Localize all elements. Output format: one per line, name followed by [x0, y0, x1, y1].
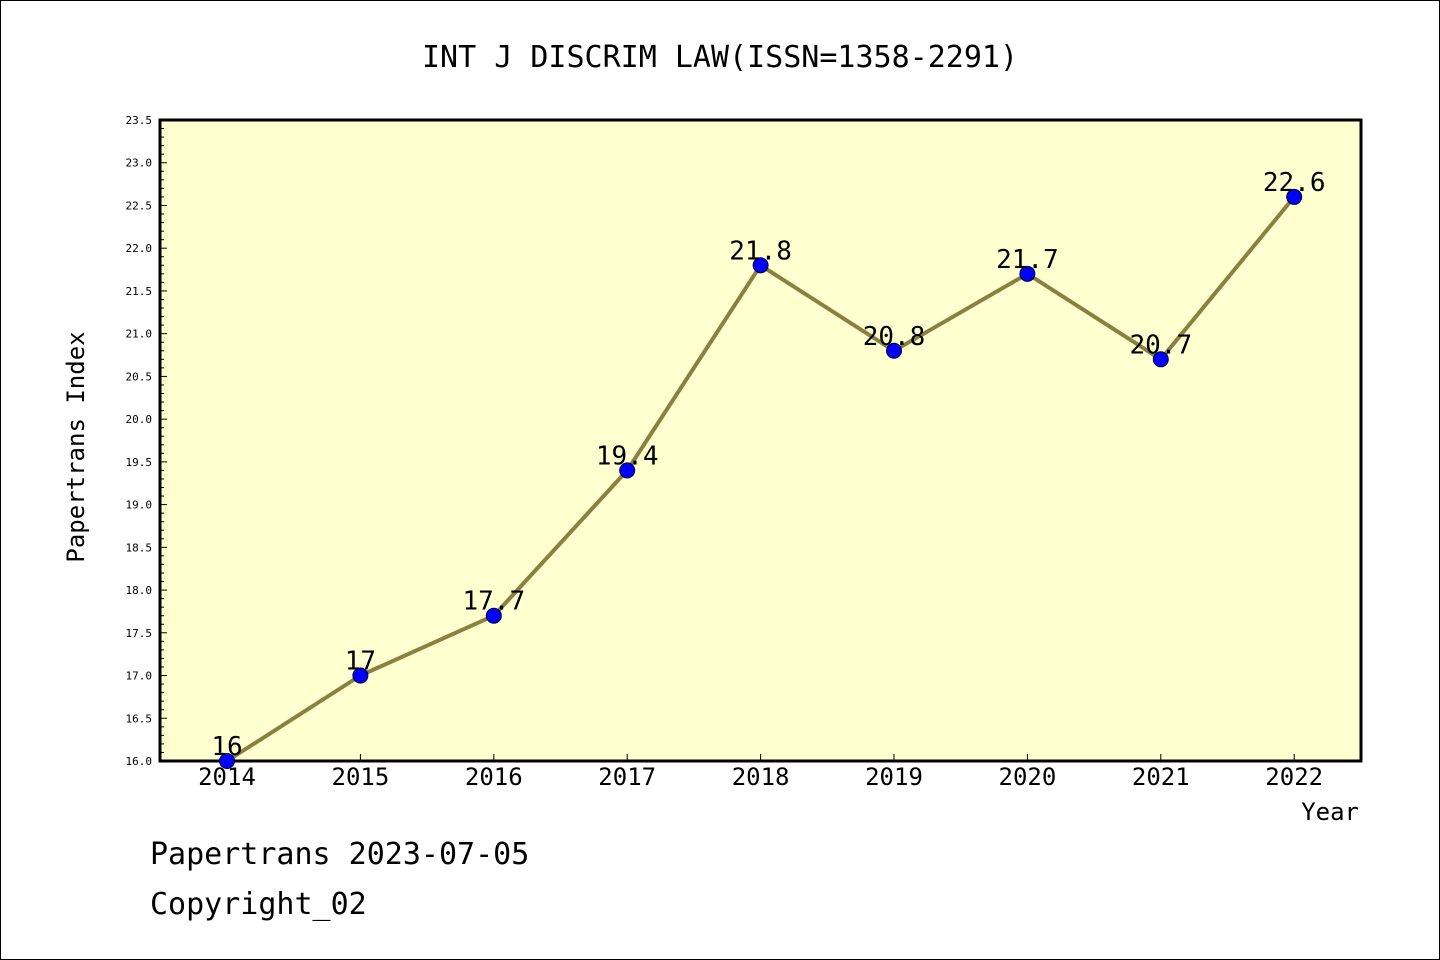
y-tick-label: 17.5 [126, 627, 153, 640]
footer-date: Papertrans 2023-07-05 [150, 837, 529, 872]
y-tick-label: 18.5 [126, 541, 153, 554]
data-point [752, 257, 769, 274]
x-axis: 2014 2015 2016 2017 2018 2019 2020 2021 2022 [198, 754, 1323, 791]
x-tick-label: 2018 [732, 763, 790, 791]
data-point [1286, 188, 1303, 205]
y-tick-label: 21.5 [126, 285, 153, 298]
y-tick-label: 23.0 [126, 157, 153, 170]
y-tick-label: 17.0 [126, 670, 153, 683]
data-label: 16 [211, 732, 242, 762]
data-point [1019, 265, 1036, 282]
x-tick-label: 2017 [598, 763, 656, 791]
data-points [219, 188, 1303, 769]
data-label: 21.7 [996, 245, 1059, 275]
data-point [886, 342, 902, 359]
x-tick-label: 2021 [1132, 763, 1190, 791]
chart-title: INT J DISCRIM LAW(ISSN=1358-2291) [422, 40, 1018, 75]
data-point [219, 753, 235, 769]
data-point [485, 607, 502, 624]
data-label: 20.7 [1129, 330, 1192, 360]
y-tick-label: 20.5 [126, 370, 153, 383]
data-label: 17 [345, 647, 376, 677]
y-tick-label: 22.0 [126, 242, 153, 255]
x-axis-label: Year [1301, 798, 1359, 826]
y-tick-label: 23.5 [126, 114, 153, 127]
y-tick-label: 18.0 [126, 584, 153, 597]
data-label: 20.8 [863, 322, 926, 352]
data-point [619, 462, 636, 479]
x-tick-label: 2020 [999, 763, 1057, 791]
y-tick-label: 19.0 [126, 499, 153, 512]
footer-copyright: Copyright_02 [150, 887, 367, 922]
data-label: 21.8 [729, 236, 792, 266]
y-axis: 16.0 16.5 17.0 17.5 18.0 18.5 19.0 19.5 20.0 20.5… [126, 114, 167, 768]
x-tick-label: 2015 [332, 763, 390, 791]
y-tick-label: 21.0 [126, 328, 153, 341]
data-point [1152, 351, 1169, 368]
x-tick-label: 2016 [465, 763, 523, 791]
x-tick-label: 2019 [865, 763, 923, 791]
y-tick-label: 20.0 [126, 413, 153, 426]
data-label: 17.7 [462, 587, 525, 617]
y-axis-label: Papertrans Index [62, 331, 90, 562]
y-tick-label: 19.5 [126, 456, 153, 469]
y-tick-label: 22.5 [126, 199, 153, 212]
data-labels: 16 17 17.7 19.4 21.8 20.8 21.7 20.7 22.6 [211, 168, 1325, 762]
plot-area [158, 118, 1363, 763]
data-label: 19.4 [596, 441, 659, 471]
data-point [352, 667, 369, 684]
x-tick-label: 2022 [1265, 763, 1323, 791]
data-label: 22.6 [1263, 168, 1326, 198]
y-tick-label: 16.0 [126, 755, 153, 768]
y-tick-label: 16.5 [126, 712, 153, 725]
